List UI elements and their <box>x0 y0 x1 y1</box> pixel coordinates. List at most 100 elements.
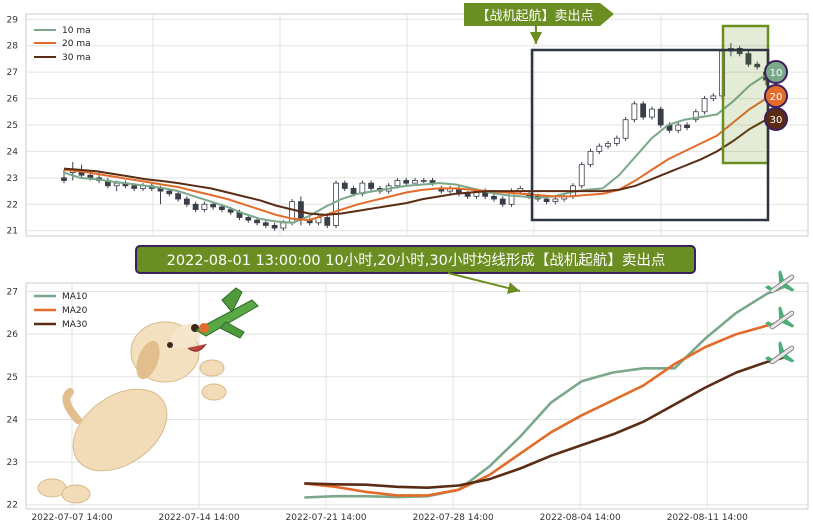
candle-body <box>657 108 664 126</box>
dog-icon <box>37 321 227 504</box>
legend-label-10ma: 10 ma <box>62 26 91 36</box>
candle-body <box>710 95 717 99</box>
candle-body <box>552 198 559 203</box>
top-y-axis: 21 22 23 24 25 26 27 28 29 <box>7 15 19 236</box>
candle-body <box>262 222 269 226</box>
highlight-box <box>721 24 770 165</box>
candle-body <box>754 63 761 68</box>
bottom-legend: MA10 MA20 MA30 <box>34 292 88 330</box>
candle-body <box>394 180 401 187</box>
candle-body <box>684 124 690 129</box>
candle-body <box>420 180 427 182</box>
badge-30-label: 30 <box>770 115 783 126</box>
signal-frame <box>530 48 770 222</box>
fighter-jet-icon <box>194 287 259 339</box>
bottom-x-tick-label: 2022-08-04 14:00 <box>540 513 621 523</box>
annotation-box <box>135 245 696 274</box>
candle-body <box>166 190 173 195</box>
candle-body <box>113 182 120 187</box>
candle-body <box>692 111 699 121</box>
candle-body <box>219 206 225 210</box>
bottom-x-axis: 2022-07-07 14:00 2022-07-14 14:00 2022-07-… <box>31 513 748 523</box>
candle-body <box>210 203 217 208</box>
candle-body <box>649 108 655 118</box>
bottom-line-MA20 <box>304 320 784 497</box>
candle-body <box>131 185 138 189</box>
candle-body <box>701 98 708 113</box>
candle-body <box>183 198 190 205</box>
candle-body <box>499 198 506 205</box>
top-y-tick-label: 24 <box>7 147 19 157</box>
bottom-x-tick-label: 2022-07-07 14:00 <box>31 513 112 523</box>
candle-body <box>254 219 260 224</box>
top-y-tick-label: 25 <box>7 121 18 131</box>
bottom-x-tick-label: 2022-07-28 14:00 <box>413 513 494 523</box>
bottom-y-tick-label: 22 <box>7 501 18 511</box>
candle-body <box>491 195 497 200</box>
candle-body <box>543 198 550 203</box>
bottom-y-tick-label: 25 <box>7 373 18 383</box>
bottom-x-tick-label: 2022-08-11 14:00 <box>667 513 748 523</box>
candle-body <box>464 193 471 197</box>
ma-badges: 10 20 30 <box>764 60 788 131</box>
candle-body <box>192 203 199 210</box>
candle-body <box>175 193 181 200</box>
top-ma-lines <box>63 73 767 224</box>
bottom-x-tick-label: 2022-07-14 14:00 <box>158 513 239 523</box>
bottom-line-MA30 <box>304 356 784 490</box>
candle-body <box>622 119 629 139</box>
candle-body <box>596 145 603 152</box>
candle-body <box>587 151 594 166</box>
candle-body <box>61 177 67 181</box>
candle-body <box>350 188 357 195</box>
candle-body <box>640 103 647 118</box>
badge-30 <box>764 107 788 131</box>
bottom-y-tick-label: 26 <box>7 330 19 340</box>
top-y-tick-label: 22 <box>7 200 18 210</box>
candle-body <box>605 143 611 147</box>
badge-10 <box>764 60 788 84</box>
candle-body <box>201 203 208 210</box>
annotation-banner: 2022-08-01 13:00:00 10小时,20小时,30小时均线形成【战… <box>135 245 696 274</box>
badge-10-label: 10 <box>770 68 783 79</box>
candle-body <box>412 180 418 184</box>
candle-body <box>280 222 287 229</box>
legend-label-30ma: 30 ma <box>62 53 91 63</box>
candle-body <box>333 182 339 226</box>
candle-body <box>578 164 585 187</box>
top-title: 【战机起航】卖出点 <box>476 8 593 24</box>
bottom-y-tick-label: 23 <box>7 458 18 468</box>
candle-body <box>613 137 620 144</box>
candle-body <box>403 180 410 184</box>
bottom-ma-lines <box>304 286 784 499</box>
bottom-x-tick-label: 2022-07-21 14:00 <box>286 513 367 523</box>
candle-body <box>341 182 348 189</box>
top-line-20-ma <box>63 97 767 222</box>
title-banner-shape <box>464 3 614 26</box>
top-y-tick-label: 28 <box>7 42 19 52</box>
top-y-tick-label: 29 <box>7 15 19 25</box>
airplane-icon <box>764 270 795 365</box>
top-title-banner: 【战机起航】卖出点 <box>464 3 614 26</box>
candle-body <box>245 217 252 221</box>
candle-body <box>324 217 331 226</box>
annotation-arrow <box>447 272 521 294</box>
bottom-y-axis: 22 23 24 25 26 27 <box>7 288 19 511</box>
candle-body <box>87 174 94 179</box>
legend-label-ma20: MA20 <box>62 306 88 316</box>
top-y-tick-label: 23 <box>7 174 18 184</box>
candle-body <box>227 209 234 213</box>
candle-body <box>271 225 278 229</box>
top-y-tick-label: 27 <box>7 68 18 78</box>
candle-body <box>675 124 682 131</box>
badge-20-label: 20 <box>770 92 783 103</box>
legend-label-20ma: 20 ma <box>62 39 91 49</box>
top-legend: 10 ma 20 ma 30 ma <box>34 26 91 63</box>
annotation-text: 2022-08-01 13:00:00 10小时,20小时,30小时均线形成【战… <box>167 252 666 269</box>
bottom-line-MA10 <box>304 286 784 499</box>
candle-body <box>631 103 638 121</box>
top-y-tick-label: 26 <box>7 95 19 105</box>
legend-label-ma10: MA10 <box>62 292 88 302</box>
